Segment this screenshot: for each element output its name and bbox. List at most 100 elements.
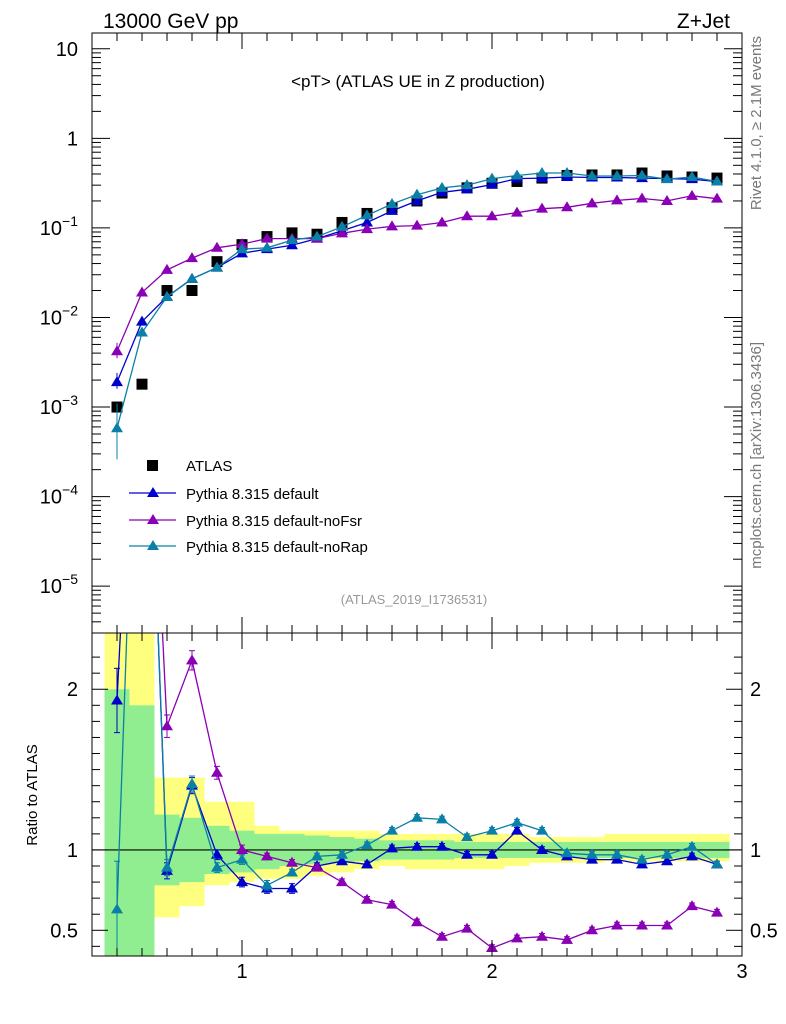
source-label: mcplots.cern.ch [arXiv:1306.3436] [748,342,765,569]
ratio-point-pythia-8-315-default-nofsr [461,922,473,933]
ratio-point-pythia-8-315-default-nofsr [686,900,698,911]
main-y-tick-label: 10−2 [40,302,78,329]
main-point-pythia-8-315-default-nofsr [536,202,548,213]
ratio-point-pythia-8-315-default [436,840,448,851]
legend: ATLAS Pythia 8.315 default Pythia 8.315 … [129,458,368,556]
ratio-series-group [111,633,723,956]
ratio-y-axis: 2 2 1 1 0.5 0.5 [50,656,778,947]
main-point-pythia-8-315-default [136,315,148,326]
ratio-x-tick-label: 1 [236,961,247,983]
ratio-stat-uncertainty-band [129,705,155,956]
ratio-point-pythia-8-315-default-norap [561,847,573,858]
legend-label-default: Pythia 8.315 default [186,486,319,503]
ratio-point-pythia-8-315-default-nofsr [286,856,298,867]
ratio-point-pythia-8-315-default-nofsr [711,906,723,917]
ratio-point-pythia-8-315-default-nofsr [211,766,223,777]
ratio-point-pythia-8-315-default [686,850,698,861]
ratio-point-pythia-8-315-default-nofsr [386,898,398,909]
main-point-pythia-8-315-default-nofsr [511,206,523,217]
main-point-pythia-8-315-default-nofsr [636,192,648,203]
ratio-point-pythia-8-315-default-norap [411,811,423,822]
ratio-point-pythia-8-315-default-nofsr [561,933,573,944]
ratio-point-pythia-8-315-default-norap [161,861,173,872]
main-point-pythia-8-315-default [536,172,548,183]
legend-marker-atlas [147,460,158,471]
ratio-point-pythia-8-315-default-nofsr [311,861,323,872]
header-left-label: 13000 GeV pp [103,10,238,33]
ratio-point-pythia-8-315-default-norap [436,813,448,824]
main-point-pythia-8-315-default-nofsr [611,194,623,205]
main-point-pythia-8-315-default-norap [286,234,298,245]
ratio-point-pythia-8-315-default [661,855,673,866]
ratio-point-pythia-8-315-default-nofsr [236,843,248,854]
ratio-point-pythia-8-315-default-nofsr [411,916,423,927]
main-point-pythia-8-315-default-norap [236,243,248,254]
main-point-pythia-8-315-default-nofsr [161,263,173,274]
ratio-point-pythia-8-315-default-norap [686,840,698,851]
legend-marker-norap [147,540,159,550]
ratio-point-pythia-8-315-default [536,843,548,854]
main-point-pythia-8-315-default-norap [536,167,548,178]
ratio-point-pythia-8-315-default-norap [186,778,198,789]
main-point-pythia-8-315-default-nofsr [211,241,223,252]
main-y-tick-label: 10−1 [40,213,78,240]
main-point-pythia-8-315-default-norap [361,209,373,220]
main-point-pythia-8-315-default-nofsr [136,286,148,297]
ratio-point-pythia-8-315-default-nofsr [436,930,448,941]
main-point-pythia-8-315-default-nofsr [386,220,398,231]
main-point-pythia-8-315-default-norap [311,230,323,241]
ratio-point-pythia-8-315-default [286,882,298,893]
ratio-point-pythia-8-315-default-norap [636,853,648,864]
ratio-point-pythia-8-315-default-nofsr [611,919,623,930]
legend-label-norap: Pythia 8.315 default-noRap [186,539,368,556]
main-point-pythia-8-315-default-norap [661,173,673,184]
ratio-point-pythia-8-315-default-nofsr [361,893,373,904]
main-point-pythia-8-315-default-norap [161,290,173,301]
plot-title: <pT> (ATLAS UE in Z production) [291,72,545,91]
ratio-point-pythia-8-315-default-nofsr [261,850,273,861]
ratio-point-pythia-8-315-default [486,848,498,859]
ratio-point-pythia-8-315-default-norap [511,816,523,827]
main-point-pythia-8-315-default-nofsr [711,192,723,203]
ratio-x-tick-label: 3 [736,961,747,983]
analysis-watermark: (ATLAS_2019_I1736531) [341,592,487,607]
main-y-tick-label: 10−5 [40,571,78,598]
header-right-label: Z+Jet [677,10,730,33]
main-y-axis: 10 1 10−1 10−2 10−3 10−4 10−5 [40,33,743,634]
ratio-point-pythia-8-315-default [111,694,123,705]
ratio-y-tick-label-right: 1 [750,840,761,862]
ratio-point-pythia-8-315-default-norap [286,866,298,877]
ratio-point-pythia-8-315-default [411,840,423,851]
main-plot-marks [111,167,723,460]
main-point-pythia-8-315-default-nofsr [561,201,573,212]
main-y-tick-label: 10−4 [40,482,78,509]
ratio-point-pythia-8-315-default [511,824,523,835]
main-point-pythia-8-315-default-nofsr [661,194,673,205]
main-point-pythia-8-315-default-nofsr [361,223,373,234]
ratio-point-pythia-8-315-default-nofsr [636,919,648,930]
ratio-point-pythia-8-315-default-norap [311,850,323,861]
main-point-pythia-8-315-default-nofsr [686,189,698,200]
atlas-data-point [136,378,148,390]
main-point-pythia-8-315-default-norap [611,169,623,180]
main-point-pythia-8-315-default-nofsr [486,210,498,221]
ratio-point-pythia-8-315-default-norap [361,839,373,850]
main-point-pythia-8-315-default-norap [636,169,648,180]
ratio-point-pythia-8-315-default-norap [661,848,673,859]
main-point-pythia-8-315-default-norap [461,179,473,190]
main-point-pythia-8-315-default-norap [411,188,423,199]
ratio-point-pythia-8-315-default-nofsr [586,924,598,935]
ratio-y-tick-label: 1 [67,840,78,862]
main-point-pythia-8-315-default [411,194,423,205]
main-point-pythia-8-315-default-norap [136,326,148,337]
ratio-point-pythia-8-315-default [461,848,473,859]
legend-label-nofsr: Pythia 8.315 default-noFsr [186,513,362,530]
ratio-y-axis-label: Ratio to ATLAS [24,744,41,845]
ratio-point-pythia-8-315-default-norap [536,824,548,835]
ratio-point-pythia-8-315-default-nofsr [336,876,348,887]
main-point-pythia-8-315-default-nofsr [436,216,448,227]
ratio-point-pythia-8-315-default-nofsr [161,720,173,731]
ratio-x-tick-label: 2 [486,961,497,983]
main-y-tick-label: 10−3 [40,392,78,419]
